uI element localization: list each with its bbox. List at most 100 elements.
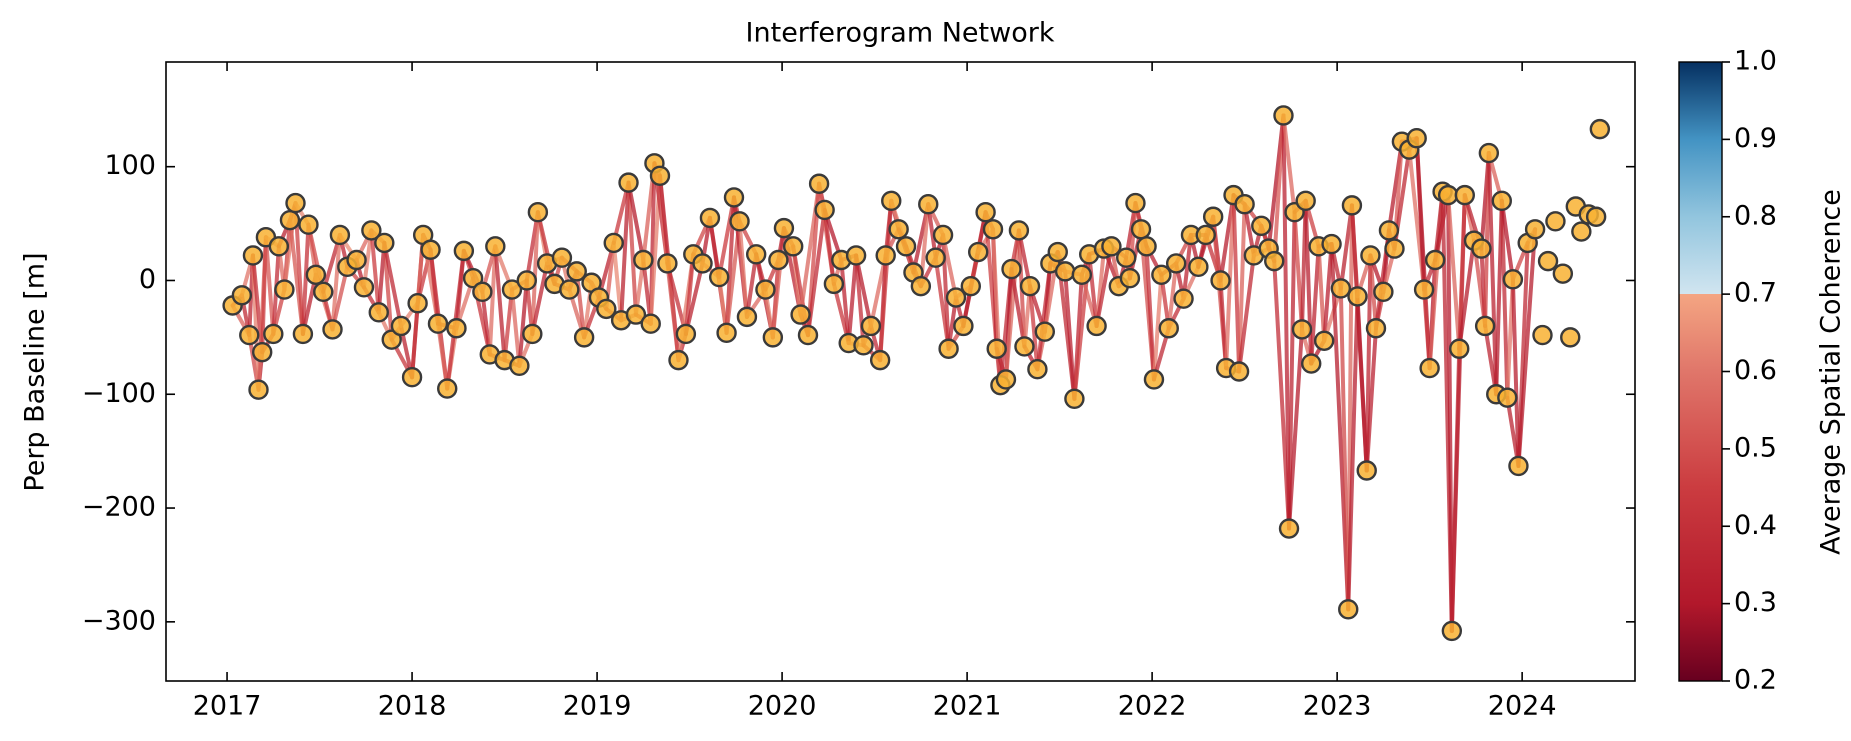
acquisition-point xyxy=(860,315,882,337)
interferogram-edge xyxy=(1516,227,1538,468)
acquisition-point xyxy=(1295,190,1316,212)
acquisition-point xyxy=(1291,319,1313,340)
acquisition-point xyxy=(657,253,678,274)
acquisition-point xyxy=(1264,250,1285,272)
interferogram-edge xyxy=(300,222,311,336)
interferogram-edge xyxy=(1028,284,1040,372)
acquisition-point xyxy=(823,273,845,295)
acquisition-point xyxy=(888,219,909,240)
acquisition-point xyxy=(268,236,290,257)
acquisition-point xyxy=(551,247,573,268)
acquisition-point xyxy=(1130,219,1152,240)
acquisition-point xyxy=(797,324,819,346)
acquisition-point xyxy=(692,253,713,274)
acquisition-point xyxy=(1524,219,1546,240)
acquisition-point xyxy=(1471,238,1492,259)
acquisition-point xyxy=(699,207,721,229)
interferogram-edge xyxy=(1303,198,1314,366)
interferogram-edge xyxy=(369,228,381,315)
acquisition-point xyxy=(853,335,874,356)
acquisition-point xyxy=(566,261,587,282)
acquisition-point xyxy=(573,327,595,348)
acquisition-point xyxy=(716,322,737,344)
colorbar-tick-label: 0.5 xyxy=(1734,432,1777,463)
acquisition-point xyxy=(960,275,982,297)
interferogram-edge xyxy=(1166,261,1179,331)
x-tick-label: 2019 xyxy=(563,691,632,722)
colorbar-tick-label: 0.3 xyxy=(1734,587,1777,618)
acquisition-point xyxy=(374,232,395,254)
x-tick-label: 2021 xyxy=(933,691,1002,722)
acquisition-point xyxy=(640,313,661,334)
acquisition-point xyxy=(501,279,523,300)
interferogram-edge xyxy=(1063,269,1077,401)
interferogram-edge xyxy=(1181,232,1193,301)
acquisition-point xyxy=(313,281,334,303)
acquisition-point xyxy=(953,315,974,337)
acquisition-point xyxy=(361,220,382,241)
colorbar-tick-label: 0.4 xyxy=(1734,510,1777,541)
acquisition-point xyxy=(1001,258,1022,280)
acquisition-point xyxy=(1360,245,1381,266)
colorbar-tick-label: 0.2 xyxy=(1734,665,1777,696)
acquisition-point xyxy=(381,329,402,350)
acquisition-point xyxy=(755,279,776,300)
acquisition-point xyxy=(248,379,269,400)
acquisition-point xyxy=(322,319,343,340)
acquisition-point xyxy=(427,313,449,334)
interferogram-edge xyxy=(493,244,507,363)
y-axis-label: Perp Baseline [m] xyxy=(20,252,51,491)
acquisitions xyxy=(222,105,1611,642)
interferogram-edge xyxy=(382,240,403,328)
interferogram-edge xyxy=(330,232,342,332)
acquisition-point xyxy=(1478,142,1500,164)
acquisition-point xyxy=(1119,267,1141,289)
interferogram-edge xyxy=(1510,277,1521,468)
acquisition-point xyxy=(305,264,327,285)
acquisition-point xyxy=(292,323,314,345)
acquisition-point xyxy=(346,249,367,271)
acquisition-point xyxy=(1406,128,1427,149)
interferogram-edge xyxy=(1486,151,1499,397)
acquisition-point xyxy=(453,240,475,262)
interferogram-edge xyxy=(1237,202,1247,374)
acquisition-point xyxy=(1034,321,1056,342)
acquisition-point xyxy=(516,270,537,291)
acquisition-point xyxy=(982,219,1004,240)
acquisition-point xyxy=(1136,236,1157,257)
acquisition-point xyxy=(1321,233,1342,255)
interferogram-edge xyxy=(1316,244,1327,343)
interferogram-edge xyxy=(1087,252,1099,328)
acquisition-point xyxy=(401,366,423,388)
acquisition-point xyxy=(1424,249,1446,271)
interferogram-edge xyxy=(626,180,638,317)
y-tick-label: −300 xyxy=(82,605,156,636)
acquisition-point xyxy=(462,267,484,289)
colorbar xyxy=(1678,61,1723,682)
acquisition-point xyxy=(485,236,506,257)
acquisition-point xyxy=(1086,315,1107,337)
acquisition-point xyxy=(603,232,624,254)
acquisition-point xyxy=(729,211,750,232)
acquisition-point xyxy=(1143,369,1165,390)
interferogram-edge xyxy=(263,235,276,336)
interferogram-edge xyxy=(1151,272,1164,382)
interferogram-edge xyxy=(517,278,529,368)
acquisition-point xyxy=(782,236,804,257)
acquisition-point xyxy=(279,209,301,231)
colorbar-tick-label: 0.6 xyxy=(1734,355,1777,386)
interferogram-edge xyxy=(1144,244,1156,382)
acquisition-point xyxy=(1502,269,1524,290)
interferogram-edge xyxy=(1446,193,1462,351)
interferogram-edge xyxy=(1281,113,1297,215)
interferogram-edge xyxy=(1003,228,1021,382)
x-tick-label: 2023 xyxy=(1303,691,1372,722)
acquisition-point xyxy=(252,341,273,363)
acquisition-point xyxy=(231,285,253,306)
interferogram-edge xyxy=(530,261,550,336)
colorbar-tick-label: 0.7 xyxy=(1734,278,1777,309)
x-tick-label: 2018 xyxy=(378,691,447,722)
acquisition-point xyxy=(1454,184,1475,206)
acquisition-point xyxy=(1165,253,1187,274)
acquisition-point xyxy=(633,249,654,271)
